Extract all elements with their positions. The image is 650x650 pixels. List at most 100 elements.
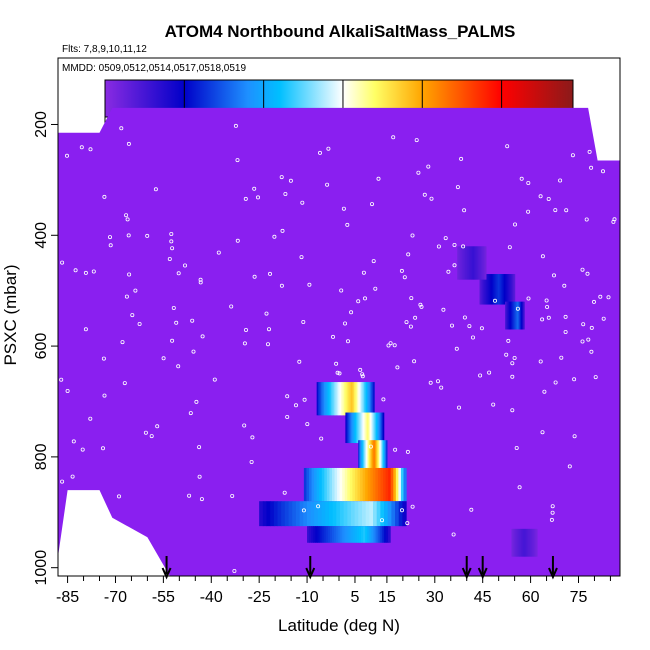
- enhancement-strip: [496, 274, 498, 305]
- enhancement-strip: [370, 467, 374, 502]
- enhancement-strip: [529, 528, 532, 557]
- enhancement-strip: [403, 467, 407, 502]
- enhancement-strip: [381, 412, 384, 444]
- measurement-point: [564, 208, 569, 213]
- enhancement-strip: [319, 526, 323, 543]
- measurement-point: [455, 185, 460, 190]
- measurement-point: [345, 222, 350, 227]
- enhancement-strip: [350, 526, 354, 543]
- curtain-background: [58, 107, 620, 576]
- enhancement-strip: [518, 528, 520, 557]
- measurement-point: [601, 316, 606, 321]
- measurement-point: [538, 359, 543, 364]
- enhancement-strip: [374, 412, 376, 444]
- enhancement-strip: [502, 274, 504, 305]
- measurement-point: [369, 202, 374, 207]
- enhancement-strip: [461, 246, 463, 280]
- enhancement-strip: [371, 440, 373, 471]
- enhancement-strip: [381, 526, 385, 543]
- measurement-point: [419, 304, 424, 309]
- enhancement-strip: [472, 246, 475, 280]
- measurement-point: [429, 196, 434, 201]
- measurement-points: [59, 123, 617, 574]
- enhancement-strip: [402, 501, 407, 527]
- enhancement-strip: [336, 382, 339, 416]
- measurement-point: [562, 283, 567, 288]
- enhancement-strip: [385, 467, 389, 502]
- enhancement-strip: [360, 467, 364, 502]
- enhancement-strip: [382, 412, 385, 444]
- enhancement-strip: [281, 501, 286, 527]
- enhancement-strip: [288, 501, 293, 527]
- enhancement-strip: [323, 526, 327, 543]
- enhancement-strip: [372, 467, 377, 502]
- measurement-point: [559, 355, 564, 360]
- enhancement-strip: [361, 501, 367, 527]
- measurement-point: [198, 277, 203, 282]
- measurement-point: [526, 296, 531, 301]
- measurement-point: [491, 402, 496, 407]
- enhancement-strip: [344, 467, 348, 502]
- y-tick-label: 800: [33, 443, 50, 470]
- enhancement-strip: [505, 274, 508, 305]
- enhancement-strip: [375, 412, 377, 444]
- enhancement-strip: [515, 528, 517, 557]
- enhancement-strip: [348, 382, 351, 416]
- enhancement-strip: [361, 526, 364, 543]
- enhancement-strip: [531, 528, 533, 557]
- enhancement-strip: [359, 382, 362, 416]
- enhancement-strip: [400, 467, 405, 502]
- y-axis-label: PSXC (mbar): [1, 264, 20, 365]
- enhancement-strip: [349, 382, 352, 416]
- measurement-point: [345, 339, 350, 344]
- measurement-point: [199, 497, 204, 502]
- measurement-point: [371, 259, 376, 264]
- enhancement-strip: [365, 382, 368, 416]
- measurement-point: [80, 447, 85, 452]
- measurement-point: [200, 334, 205, 339]
- measurement-point: [243, 327, 248, 332]
- enhancement-strip: [398, 501, 403, 527]
- measurement-point: [428, 380, 433, 385]
- enhancement-strip: [380, 412, 383, 444]
- enhancement-strip: [511, 274, 514, 305]
- enhancement-strip: [309, 526, 312, 543]
- measurement-point: [301, 508, 306, 513]
- enhancement-strip: [361, 440, 364, 471]
- measurement-point: [182, 263, 187, 268]
- enhancement-strip: [536, 528, 538, 557]
- measurement-point: [504, 352, 509, 357]
- measurement-point: [392, 343, 397, 348]
- enhancement-strip: [270, 501, 275, 527]
- measurement-point: [589, 349, 594, 354]
- measurement-point: [422, 192, 427, 197]
- measurement-point: [302, 397, 307, 402]
- enhancement-strip: [349, 412, 351, 444]
- enhancement-strip: [316, 467, 320, 502]
- enhancement-strip: [343, 382, 346, 416]
- enhancement-strip: [350, 412, 352, 444]
- measurement-point: [317, 150, 322, 155]
- measurement-point: [443, 236, 448, 241]
- enhancement-strip: [457, 246, 460, 280]
- measurement-point: [549, 517, 554, 522]
- enhancement-band: [345, 412, 385, 444]
- measurement-point: [540, 254, 545, 259]
- x-tick-label: -10: [296, 589, 319, 606]
- measurement-point: [242, 341, 247, 346]
- enhancement-strip: [331, 526, 335, 543]
- enhancement-strip: [357, 467, 361, 502]
- measurement-point: [519, 176, 524, 181]
- enhancement-strip: [362, 382, 365, 416]
- enhancement-strip: [522, 528, 525, 557]
- enhancement-band: [511, 528, 538, 557]
- measurement-point: [586, 337, 591, 342]
- y-tick-label: 1000: [33, 550, 50, 586]
- enhancement-strip: [460, 246, 462, 280]
- measurement-point: [305, 422, 310, 427]
- measurement-point: [454, 346, 459, 351]
- enhancement-strip: [365, 526, 368, 543]
- measurement-point: [542, 389, 547, 394]
- measurement-point: [169, 231, 174, 236]
- measurement-point: [510, 374, 515, 379]
